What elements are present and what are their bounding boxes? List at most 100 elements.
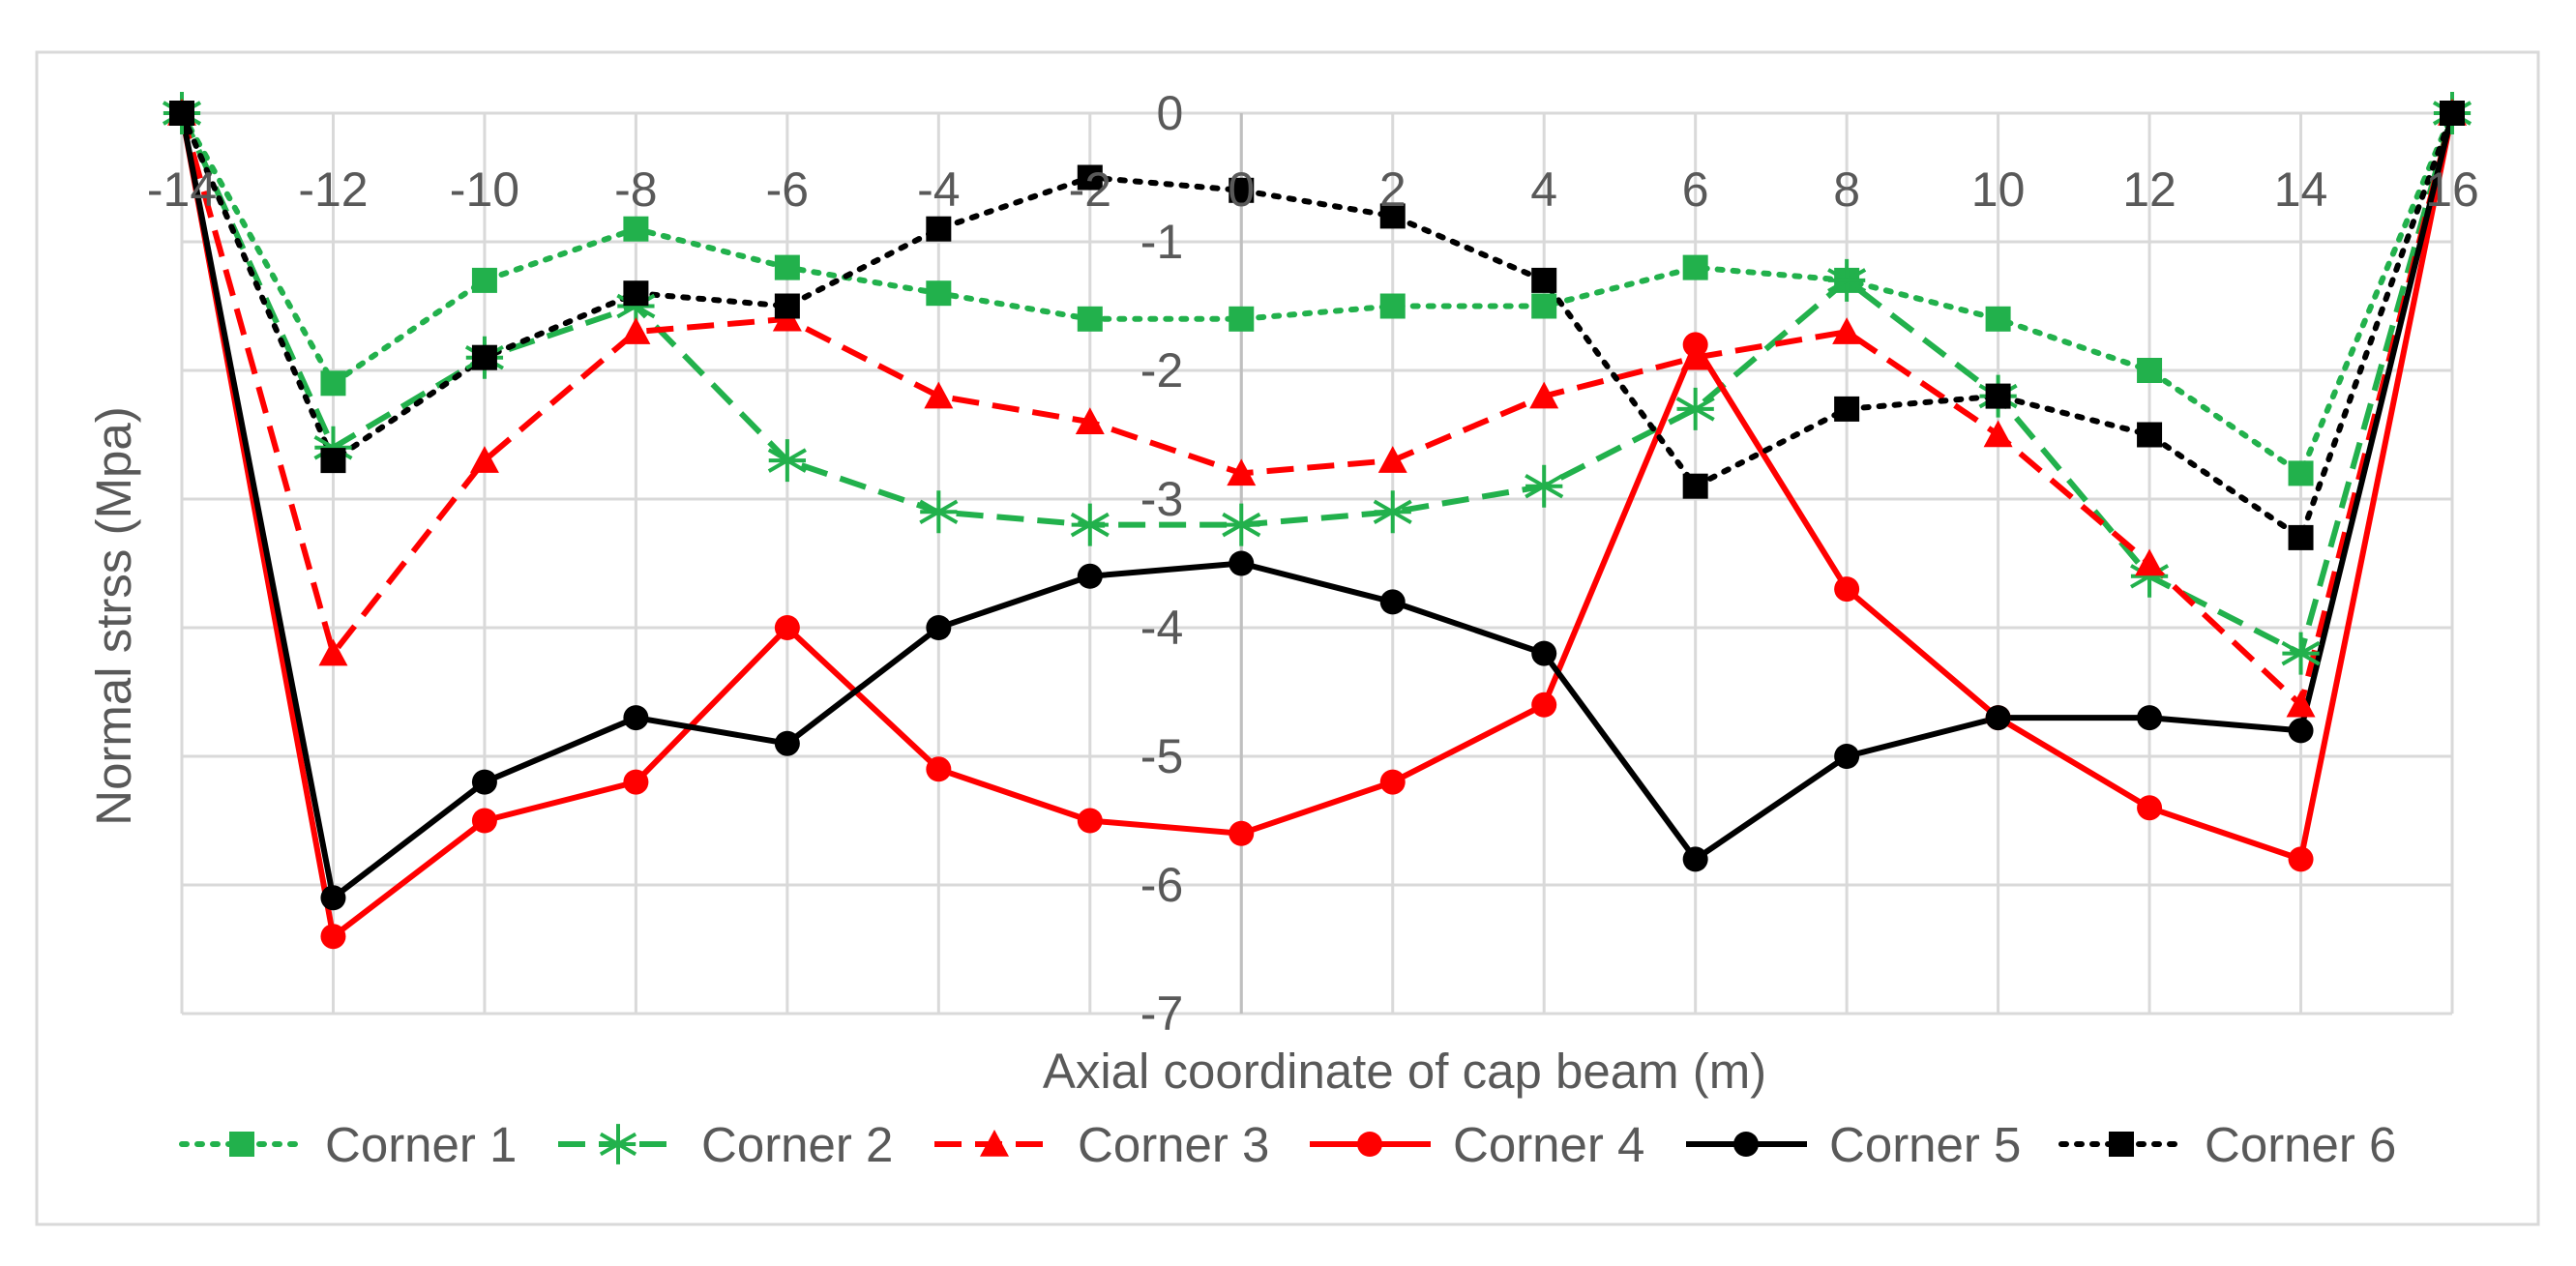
data-point-series-4: [1077, 808, 1103, 834]
y-tick-label: -4: [1140, 601, 1183, 655]
x-tick-label: -14: [147, 162, 217, 217]
data-point-series-2: [1827, 258, 1867, 302]
legend-item-6: Corner 6: [2058, 1117, 2396, 1172]
data-point-series-5: [320, 885, 346, 911]
data-point-series-1: [2288, 460, 2314, 486]
legend-label: Corner 4: [1453, 1117, 1644, 1172]
data-point-series-3: [1075, 407, 1105, 434]
data-point-series-3: [318, 638, 348, 666]
series-line-4: [179, 112, 2455, 940]
data-point-series-5: [623, 705, 649, 731]
x-axis-title: Axial coordinate of cap beam (m): [1043, 1044, 1766, 1099]
data-point-series-5: [2137, 705, 2163, 731]
data-point-series-6: [1379, 203, 1406, 229]
x-tick-label: 16: [2425, 162, 2479, 217]
data-point-series-6: [1834, 396, 1860, 422]
y-tick-label: -3: [1140, 472, 1183, 526]
data-point-series-1: [1682, 254, 1708, 280]
x-tick-label: -10: [450, 162, 519, 217]
series-line-2: [179, 111, 2455, 657]
data-point-series-2: [767, 439, 807, 483]
data-point-series-5: [1682, 846, 1708, 872]
x-tick-label: 4: [1530, 162, 1557, 217]
data-point-series-4: [623, 769, 649, 795]
data-point-series-1: [320, 370, 346, 397]
data-point-series-1: [1379, 293, 1406, 319]
data-point-series-6: [774, 293, 800, 319]
data-point-series-5: [1379, 589, 1406, 615]
y-tick-labels: 0 -1 -2 -3 -4 -5 -6 -7: [1140, 86, 1183, 1041]
y-tick-label: -7: [1140, 986, 1183, 1041]
x-tick-label: -6: [766, 162, 809, 217]
legend-marker: [2109, 1132, 2134, 1157]
legend-label: Corner 5: [1829, 1117, 2021, 1172]
data-point-series-3: [1832, 317, 1862, 344]
legend-item-1: Corner 1: [179, 1117, 517, 1172]
legend: Corner 1 Corner 2 Corner 3 Corner 4 Corner 5…: [179, 1117, 2396, 1172]
data-point-series-6: [1985, 383, 2011, 409]
legend-label: Corner 1: [325, 1117, 517, 1172]
x-tick-label: 0: [1228, 162, 1255, 217]
y-tick-label: -6: [1140, 858, 1183, 912]
x-tick-label: 8: [1833, 162, 1860, 217]
legend-item-3: Corner 3: [934, 1117, 1269, 1172]
data-point-series-4: [774, 615, 800, 640]
series-line-3: [179, 112, 2455, 708]
gridlines: [180, 111, 2454, 1016]
x-tick-label: -8: [614, 162, 657, 217]
data-point-series-6: [926, 216, 952, 242]
data-point-series-4: [320, 924, 346, 950]
y-tick-label: -2: [1140, 343, 1183, 397]
data-point-series-1: [1531, 293, 1557, 319]
series-lines: [179, 110, 2455, 940]
data-point-series-2: [1675, 387, 1715, 430]
legend-marker: [1733, 1132, 1759, 1157]
data-point-series-5: [471, 769, 497, 795]
data-point-series-4: [1531, 692, 1557, 718]
series-line-6: [179, 110, 2455, 541]
x-tick-label: 6: [1682, 162, 1709, 217]
x-tick-label: 2: [1379, 162, 1406, 217]
data-point-series-4: [1682, 332, 1708, 358]
data-point-series-2: [1222, 503, 1261, 546]
legend-label: Corner 3: [1078, 1117, 1269, 1172]
legend-item-5: Corner 5: [1686, 1117, 2021, 1172]
x-tick-label: -12: [298, 162, 368, 217]
data-point-series-5: [1834, 744, 1860, 769]
x-tick-label: 14: [2274, 162, 2328, 217]
data-point-series-6: [471, 344, 497, 370]
y-tick-label: -5: [1140, 729, 1183, 783]
x-tick-label: 10: [1971, 162, 2026, 217]
x-tick-label: 12: [2122, 162, 2176, 217]
series-markers: [162, 92, 2472, 950]
data-point-series-5: [926, 615, 952, 640]
legend-item-2: Corner 2: [558, 1117, 893, 1172]
data-point-series-1: [623, 216, 649, 242]
data-point-series-4: [926, 756, 952, 782]
data-point-series-6: [2288, 524, 2314, 550]
data-point-series-6: [1077, 164, 1103, 191]
data-point-series-5: [2288, 718, 2314, 744]
y-axis-title: Normal strss (Mpa): [86, 406, 141, 826]
data-point-series-3: [1227, 458, 1257, 486]
data-point-series-2: [1525, 464, 1564, 508]
data-point-series-4: [2137, 795, 2163, 821]
legend-label: Corner 6: [2205, 1117, 2396, 1172]
x-tick-label: -4: [917, 162, 960, 217]
data-point-series-1: [1229, 306, 1255, 332]
data-point-series-1: [2137, 358, 2163, 383]
legend-marker: [229, 1132, 254, 1157]
data-point-series-3: [2135, 548, 2165, 576]
data-point-series-3: [1377, 446, 1407, 473]
y-tick-label: 0: [1156, 86, 1183, 140]
data-point-series-5: [1077, 563, 1103, 589]
data-point-series-2: [2281, 632, 2321, 675]
data-point-series-1: [471, 267, 497, 293]
data-point-series-3: [924, 381, 954, 409]
data-point-series-3: [469, 446, 499, 473]
chart-border: [35, 50, 2540, 1226]
data-point-series-3: [621, 317, 651, 344]
data-point-series-4: [2288, 846, 2314, 872]
